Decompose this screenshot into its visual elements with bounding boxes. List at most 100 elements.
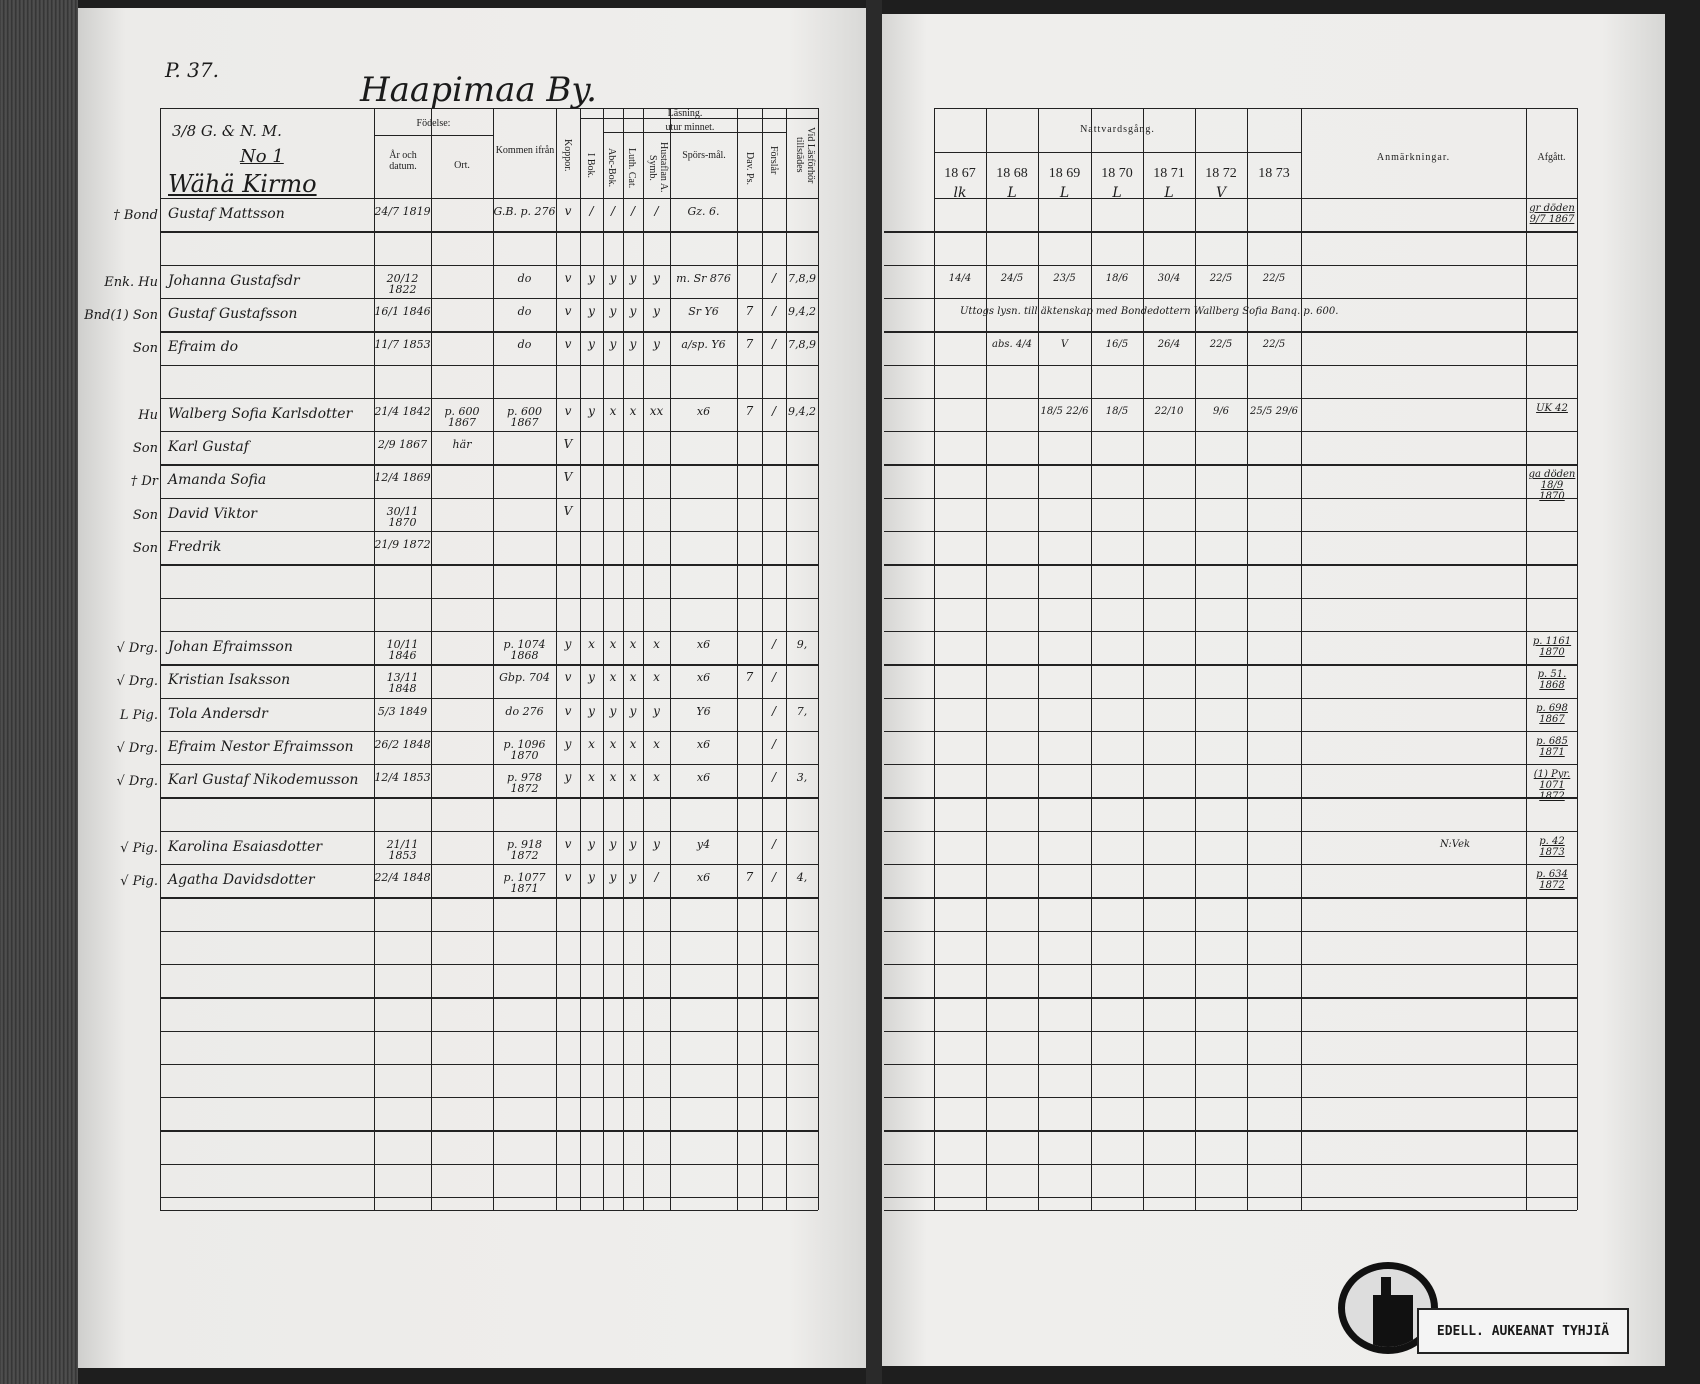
row-line	[884, 597, 1577, 599]
vid-cell: 3,	[796, 771, 808, 785]
spors-cell: x6	[696, 737, 711, 751]
row-line	[884, 1097, 1577, 1099]
ibok-cell: /	[589, 204, 594, 218]
communion-mark: 18/5	[1105, 405, 1129, 417]
place-cell: här	[452, 438, 472, 452]
communion-mark: 16/5	[1105, 339, 1129, 351]
row-line	[160, 264, 818, 266]
birth-cell: 13/11 1848	[386, 671, 419, 696]
header-departed: Afgått.	[1537, 152, 1566, 163]
row-line	[160, 930, 818, 932]
row-line	[884, 231, 1577, 233]
spors-cell: m. Sr 876	[676, 271, 731, 285]
column-line	[786, 108, 788, 1210]
departed-cell: ga döden 18/9 1870	[1528, 469, 1576, 503]
column-line	[431, 108, 433, 1210]
book-edge	[0, 0, 78, 1384]
header-catechism: Luth. Cat.	[626, 147, 637, 189]
departed-cell: gr döden 9/7 1867	[1529, 203, 1575, 225]
column-line	[556, 108, 558, 1210]
dav-cell: 7	[745, 337, 754, 352]
row-line	[884, 1063, 1577, 1066]
row-line	[160, 231, 818, 233]
luth-cell: y	[629, 337, 637, 352]
from-cell: do	[517, 304, 532, 318]
row-line	[160, 864, 818, 866]
household-number: No 1	[240, 146, 284, 167]
forsl-cell: /	[771, 337, 777, 352]
header-birth: Födelse:	[416, 118, 451, 129]
dav-cell: 7	[745, 303, 754, 318]
header-line	[580, 118, 818, 120]
row-line	[160, 830, 818, 833]
forsl-cell: /	[771, 270, 777, 285]
row-line	[160, 897, 818, 899]
koppor-cell: y	[564, 736, 572, 751]
row-line	[160, 431, 818, 433]
forsl-cell: /	[771, 736, 777, 751]
row-line	[884, 1130, 1577, 1132]
village-title: Haapimaa By.	[360, 70, 597, 110]
place-cell: p. 600 1867	[444, 404, 480, 429]
hust-cell: x	[653, 770, 660, 785]
abc-cell: y	[609, 337, 617, 352]
koppor-cell: v	[564, 870, 572, 884]
row-line	[160, 564, 818, 566]
year-mark: lk	[953, 185, 967, 201]
vid-cell: 7,8,9	[788, 271, 816, 285]
from-cell: p. 1074 1868	[503, 637, 546, 662]
ibok-cell: y	[588, 870, 595, 884]
communion-mark: 18/5 22/6	[1040, 405, 1089, 417]
birth-cell: 10/11 1846	[386, 637, 419, 662]
koppor-cell: v	[564, 303, 572, 318]
header-line	[934, 152, 1301, 154]
column-line	[1526, 108, 1528, 1210]
row-line	[884, 730, 1577, 733]
column-line	[603, 108, 605, 1210]
page-reference: P. 37.	[165, 58, 219, 82]
communion-mark: 30/4	[1157, 272, 1181, 284]
departed-cell: p. 634 1872	[1536, 869, 1568, 891]
spors-cell: Sr Y6	[688, 304, 719, 318]
koppor-cell: v	[564, 703, 572, 718]
hust-cell: y	[653, 703, 660, 718]
person-name: Efraim do	[168, 339, 239, 356]
hust-cell: y	[653, 303, 660, 318]
communion-mark: 22/5	[1262, 272, 1286, 284]
row-line	[884, 664, 1577, 666]
hust-cell: y	[653, 337, 660, 352]
koppor-cell: V	[563, 470, 573, 485]
row-prefix: √ Drg.	[116, 774, 158, 790]
header-reading: Läsning.	[667, 108, 703, 119]
year-mark: L	[1007, 185, 1017, 201]
abc-cell: x	[609, 736, 617, 751]
row-prefix: √ Drg.	[116, 640, 158, 656]
remark-text: N:Vek	[1440, 838, 1471, 850]
column-line	[1143, 108, 1145, 1210]
person-name: Walberg Sofia Karlsdotter	[168, 405, 353, 422]
koppor-cell: V	[563, 503, 573, 518]
person-name: Gustaf Gustafsson	[168, 305, 298, 322]
abc-cell: x	[609, 770, 617, 785]
header-smallpox: Koppor.	[562, 138, 573, 172]
birth-cell: 22/4 1848	[374, 871, 431, 884]
from-cell: do	[517, 338, 532, 352]
spors-cell: x6	[696, 871, 711, 884]
departed-cell: p. 1161 1870	[1532, 635, 1572, 658]
communion-mark: 24/5	[1000, 272, 1024, 284]
row-prefix: † Bond	[113, 208, 158, 223]
ibok-cell: y	[588, 403, 595, 418]
row-line	[884, 997, 1577, 999]
spors-cell: x6	[696, 671, 711, 685]
header-in-book: I Bok.	[585, 152, 596, 178]
from-cell: p. 918 1872	[506, 837, 543, 862]
header-remarks: Anmärkningar.	[1376, 152, 1451, 163]
communion-mark: 23/5	[1053, 272, 1076, 284]
row-line	[884, 1163, 1577, 1166]
header-questions: Spörs-mål.	[682, 150, 726, 161]
header-bottom-line	[160, 198, 818, 200]
birth-cell: 16/1 1846	[374, 304, 431, 318]
row-prefix: Son	[132, 541, 158, 556]
table-bottom-line	[160, 1210, 818, 1212]
person-name: Karl Gustaf Nikodemusson	[168, 772, 359, 789]
